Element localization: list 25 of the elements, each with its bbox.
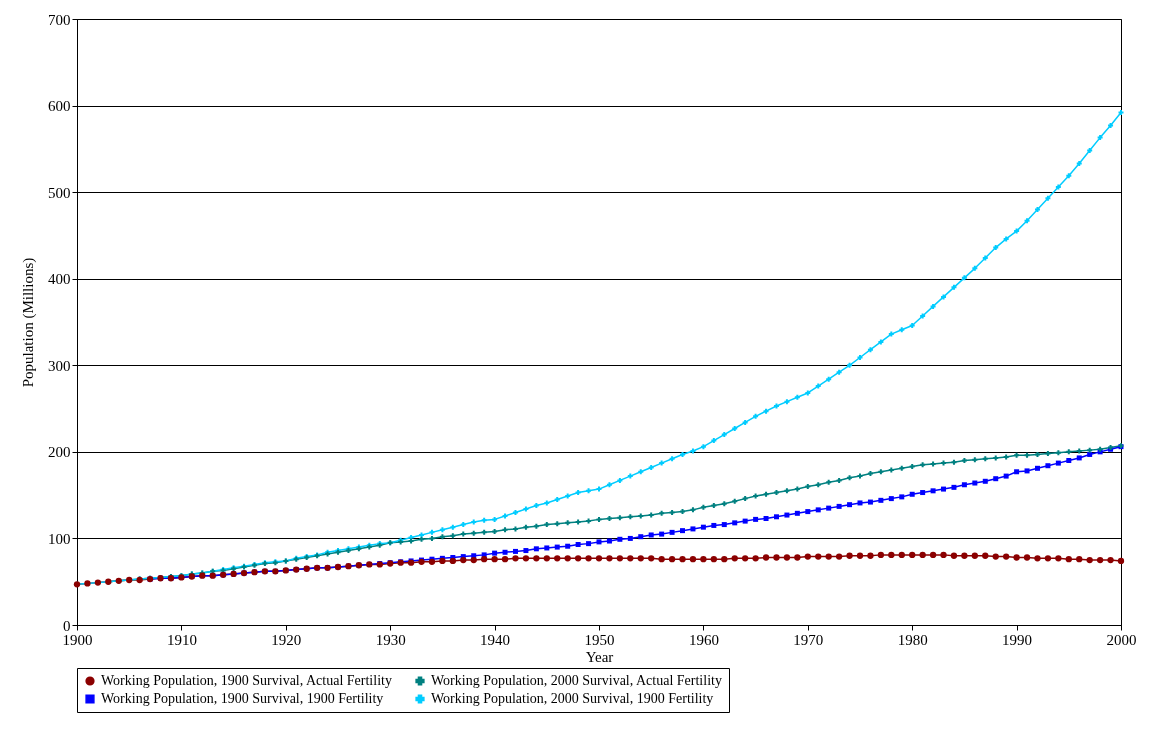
y-tick-label: 300 [48,357,71,374]
x-tick-label: 1980 [897,631,928,648]
x-tick-label: 1910 [166,631,197,648]
legend-label: Working Population, 2000 Survival, 1900 Fertility [431,691,714,706]
y-tick-label: 600 [48,98,71,115]
x-tick-label: 1930 [375,631,406,648]
legend-label: Working Population, 2000 Survival, Actual Fertility [431,673,722,688]
y-tick-label: 500 [48,184,71,201]
x-tick-label: 1960 [688,631,719,648]
y-tick-label: 700 [48,11,71,28]
legend-label: Working Population, 1900 Survival, Actual Fertility [101,673,392,688]
y-tick-label: 400 [48,271,71,288]
x-tick-label: 1950 [584,631,615,648]
legend-label: Working Population, 1900 Survival, 1900 Fertility [101,691,384,706]
y-tick-label: 0 [63,617,71,634]
x-tick-label: 1900 [62,631,93,648]
y-axis-title: Population (Millions) [20,257,37,388]
x-tick-label: 1940 [480,631,511,648]
x-tick-label: 1990 [1002,631,1033,648]
y-tick-label: 100 [48,530,71,547]
x-tick-label: 1970 [793,631,824,648]
x-axis-title: Year [585,648,614,665]
x-tick-label: 2000 [1106,631,1137,648]
x-tick-label: 1920 [271,631,302,648]
y-tick-label: 200 [48,444,71,461]
